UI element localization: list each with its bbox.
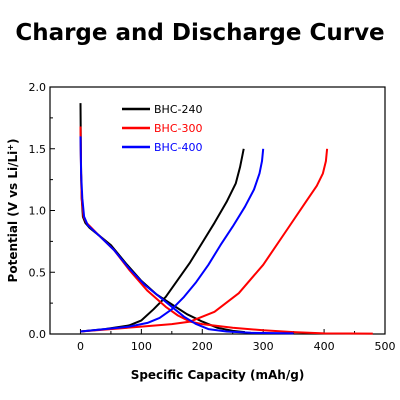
y-axis-label-sup: + bbox=[6, 144, 15, 151]
y-tick-label: 0.5 bbox=[29, 266, 47, 279]
series-line-bhc-240-discharge bbox=[79, 103, 245, 334]
series-layer bbox=[79, 103, 373, 335]
series-line-bhc-240-charge bbox=[80, 148, 245, 333]
y-axis-label-end: ) bbox=[6, 139, 20, 144]
x-tick-label: 100 bbox=[131, 340, 152, 353]
y-axis-label-main: Potential (V vs Li/Li bbox=[6, 151, 20, 283]
y-tick-label: 1.5 bbox=[29, 143, 47, 156]
legend-label: BHC-300 bbox=[154, 122, 202, 135]
series-line-bhc-400-discharge bbox=[79, 136, 294, 335]
y-axis-label: Potential (V vs Li/Li+) bbox=[6, 139, 21, 283]
legend: BHC-240 BHC-300 BHC-400 bbox=[122, 103, 202, 154]
x-tick-label: 200 bbox=[192, 340, 213, 353]
legend-label: BHC-400 bbox=[154, 141, 202, 154]
x-axis-label: Specific Capacity (mAh/g) bbox=[131, 368, 305, 382]
x-tick-label: 300 bbox=[253, 340, 274, 353]
y-tick-label: 1.0 bbox=[29, 205, 47, 218]
chart-title: Charge and Discharge Curve bbox=[15, 20, 385, 46]
x-tick-label: 400 bbox=[314, 340, 335, 353]
x-tick-label: 0 bbox=[77, 340, 84, 353]
series-line-bhc-300-charge bbox=[80, 148, 329, 333]
y-tick-label: 0.0 bbox=[29, 328, 47, 341]
y-tick-label: 2.0 bbox=[29, 81, 47, 94]
legend-label: BHC-240 bbox=[154, 103, 202, 116]
x-tick-label: 500 bbox=[375, 340, 396, 353]
plot-frame bbox=[49, 86, 386, 335]
series-line-bhc-400-charge bbox=[80, 148, 265, 333]
